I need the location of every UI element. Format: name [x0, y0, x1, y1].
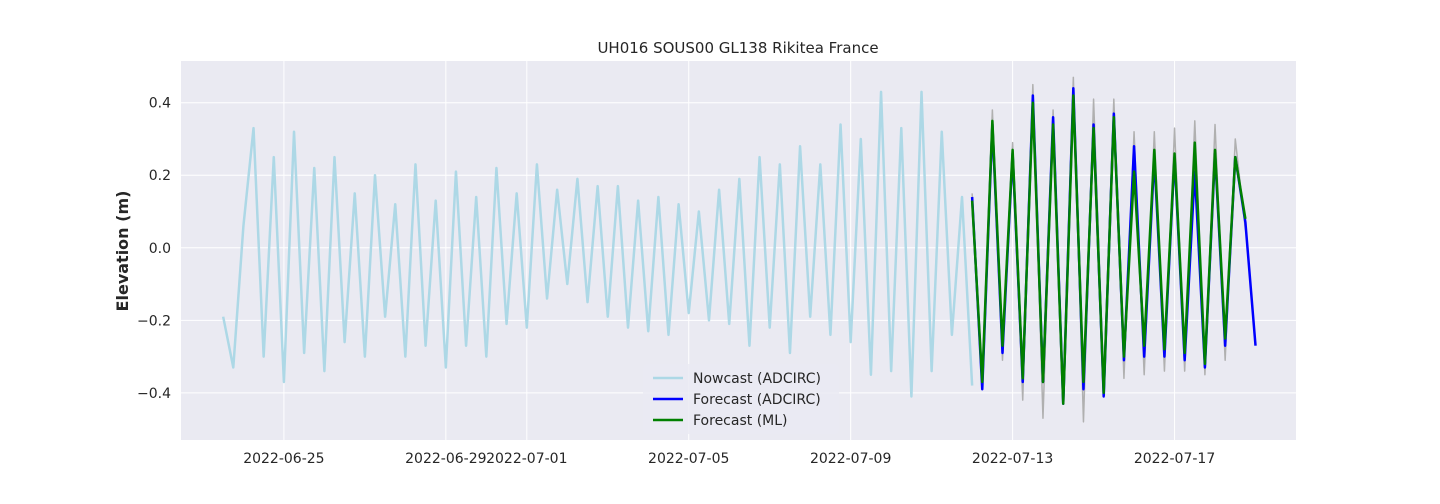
legend: Nowcast (ADCIRC) Forecast (ADCIRC) Forec…: [643, 364, 839, 434]
y-tick-label: 0.2: [149, 168, 171, 184]
x-tick-label: 2022-06-29: [405, 451, 486, 467]
y-tick-label: 0.4: [149, 96, 171, 112]
x-tick-label: 2022-07-13: [972, 451, 1053, 467]
y-tick-label: 0.0: [149, 241, 171, 257]
series-lines: [221, 76, 1257, 423]
x-axis-tick-labels: 2022-06-25 2022-06-29 2022-07-01 2022-07-05…: [243, 451, 1215, 467]
y-tick-label: −0.4: [137, 386, 171, 402]
legend-label-forecast-adcirc: Forecast (ADCIRC): [693, 392, 821, 408]
x-tick-label: 2022-07-17: [1134, 451, 1215, 467]
chart-title: UH016 SOUS00 GL138 Rikitea France: [597, 39, 878, 57]
legend-box: [643, 364, 839, 434]
y-axis-label: Elevation (m): [113, 191, 132, 312]
y-tick-label: −0.2: [137, 313, 171, 329]
x-tick-label: 2022-07-09: [810, 451, 891, 467]
y-axis-tick-labels: 0.4 0.2 0.0 −0.2 −0.4: [137, 96, 171, 402]
x-tick-label: 2022-07-01: [486, 451, 567, 467]
x-tick-label: 2022-06-25: [243, 451, 324, 467]
nowcast-adcirc-line: [221, 90, 974, 398]
forecast-ml-line: [970, 94, 1247, 405]
x-tick-label: 2022-07-05: [648, 451, 729, 467]
legend-label-forecast-ml: Forecast (ML): [693, 413, 788, 429]
legend-label-nowcast-adcirc: Nowcast (ADCIRC): [693, 371, 821, 387]
